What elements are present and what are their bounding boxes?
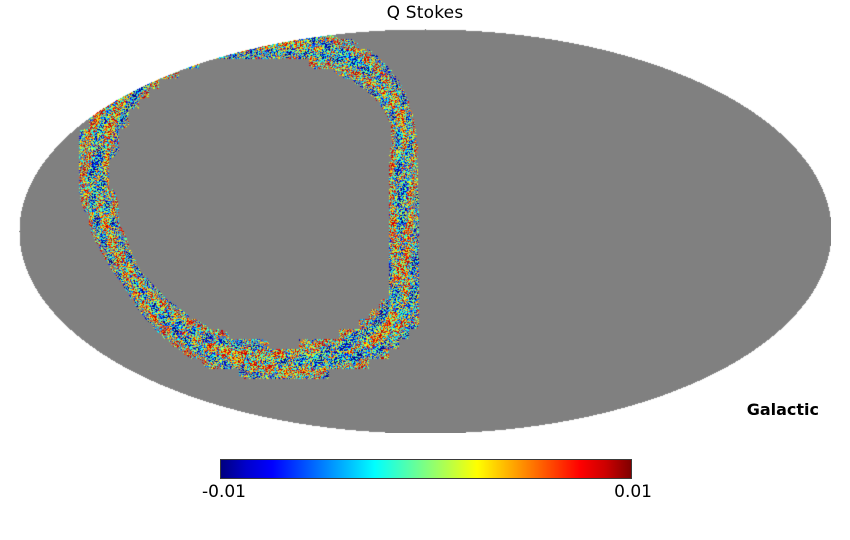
page-title: Q Stokes: [386, 3, 464, 23]
mollweide-map: [19, 29, 831, 433]
sky-map-canvas: [19, 29, 831, 433]
colorbar-min-label: -0.01: [202, 482, 246, 502]
colorbar-max-label: 0.01: [614, 482, 652, 502]
colorbar[interactable]: [220, 459, 632, 479]
colorbar-gradient: [220, 459, 632, 479]
coordinate-system-label: Galactic: [746, 400, 819, 419]
